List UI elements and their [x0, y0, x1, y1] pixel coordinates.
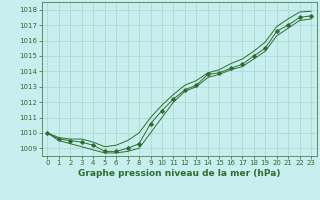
- X-axis label: Graphe pression niveau de la mer (hPa): Graphe pression niveau de la mer (hPa): [78, 169, 280, 178]
